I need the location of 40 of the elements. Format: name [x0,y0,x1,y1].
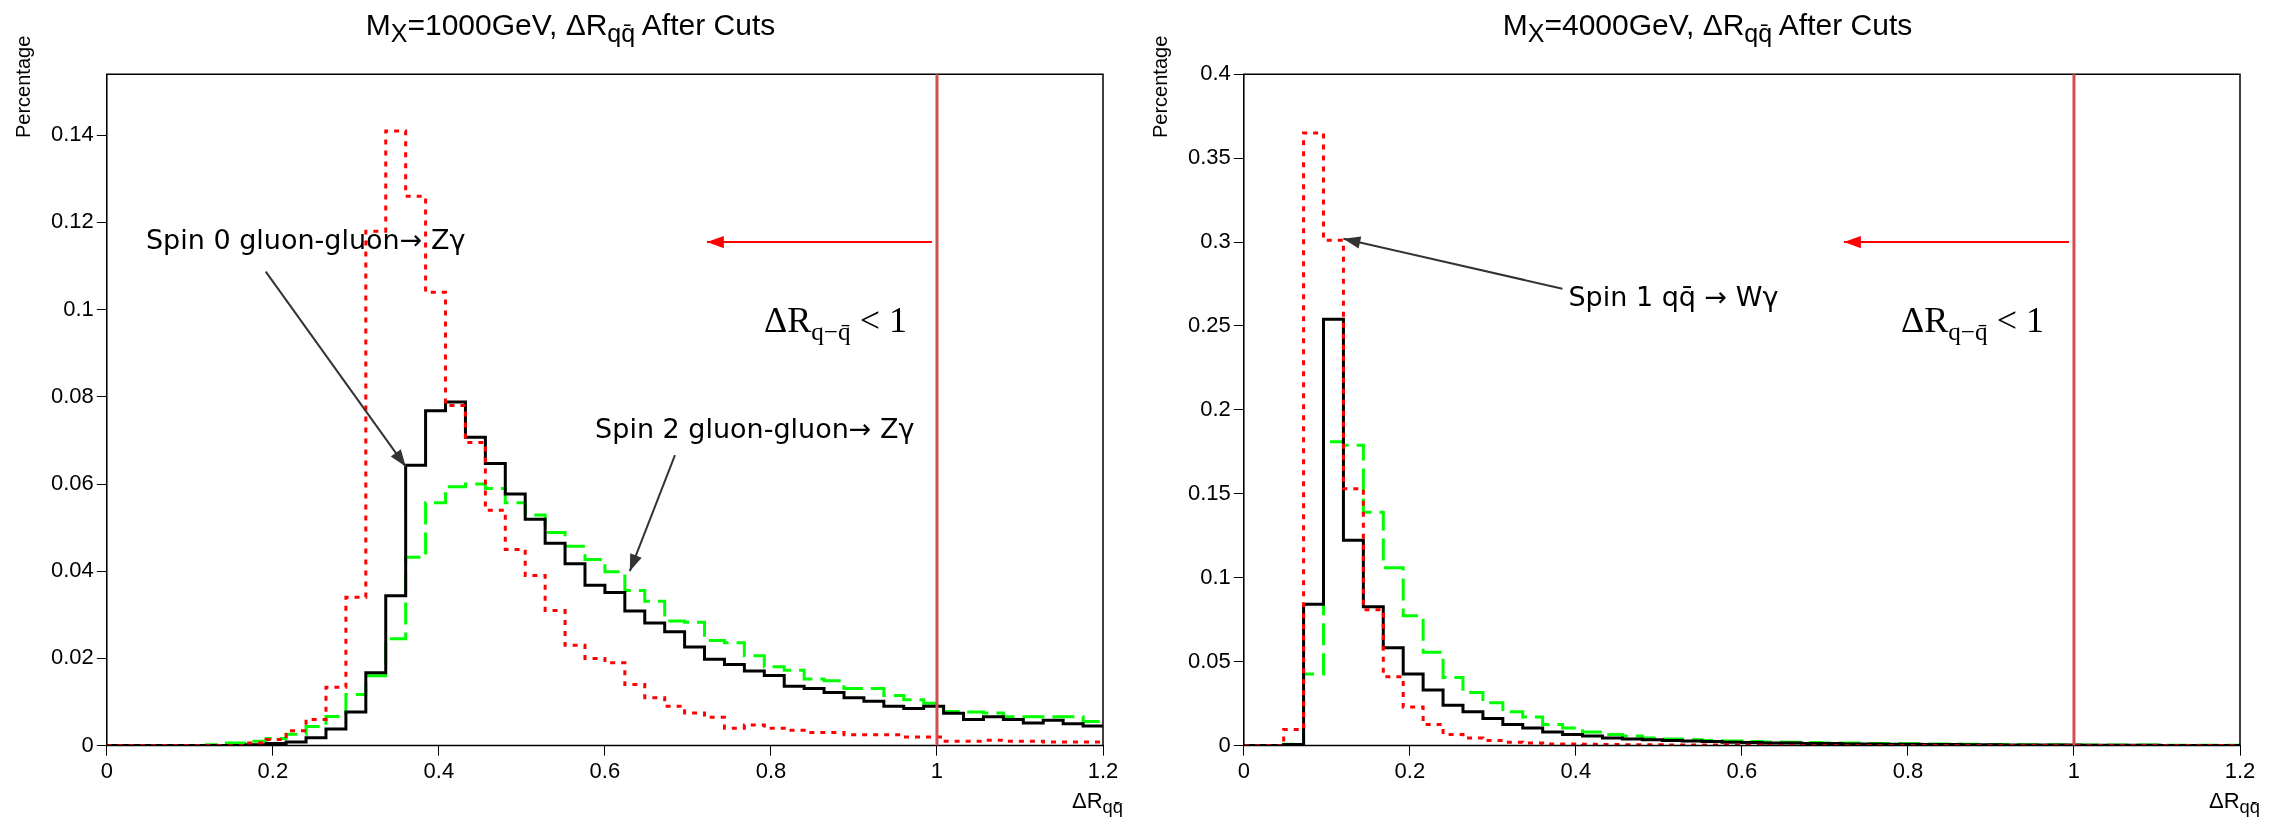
x-tick-label: 1 [2067,757,2081,783]
y-tick-label: 0.1 [1200,563,1231,589]
x-tick-label: 0.8 [755,757,787,783]
chart-title: M$_{X}$=1000GeV, ΔR$_{qq̄}$ After Cuts [365,8,776,47]
y-tick-label: 0.04 [50,557,94,583]
y-tick-label: 0.08 [50,382,94,408]
y-tick-label: 0.1 [63,295,94,321]
x-tick-label: 1.2 [2224,757,2256,783]
x-tick-label: 0 [100,757,113,783]
chart-title: M$_{X}$=4000GeV, ΔR$_{qq̄}$ After Cuts [1502,8,1913,47]
y-tick-label: 0.02 [50,644,94,670]
y-tick-label: 0 [1218,731,1231,757]
annotation: Spin 0 gluon-gluon→ Zγ [145,223,466,255]
y-tick-label: 0.4 [1200,60,1231,86]
annotation: Spin 2 gluon-gluon→ Zγ [595,413,915,445]
annotation: Spin 1 qq̄ → Wγ [1568,280,1779,312]
y-tick-label: 0.06 [50,470,94,496]
x-tick-label: 0.4 [1560,757,1592,783]
y-tick-label: 0.05 [1187,647,1231,673]
x-tick-label: 0 [1237,757,1250,783]
x-tick-label: 0.2 [1394,757,1426,783]
y-axis-title: Percentage [12,35,35,138]
y-tick-label: 0.3 [1200,228,1231,254]
x-tick-label: 0.2 [257,757,289,783]
x-tick-label: 0.6 [1726,757,1758,783]
x-tick-label: 1 [930,757,944,783]
y-tick-label: 0.14 [50,121,94,147]
x-tick-label: 0.4 [423,757,455,783]
y-tick-label: 0.12 [50,208,94,234]
y-tick-label: 0.15 [1187,479,1231,505]
x-tick-label: 0.8 [1892,757,1924,783]
y-tick-label: 0 [81,731,94,757]
y-tick-label: 0.25 [1187,312,1231,338]
x-tick-label: 0.6 [589,757,621,783]
x-axis-title: ΔR$_{qq̄}$ [1072,787,1123,818]
x-axis-title: ΔR$_{qq̄}$ [2209,787,2260,818]
y-tick-label: 0.2 [1200,395,1231,421]
y-axis-title: Percentage [1149,35,1172,138]
y-tick-label: 0.35 [1187,144,1231,170]
x-tick-label: 1.2 [1087,757,1119,783]
